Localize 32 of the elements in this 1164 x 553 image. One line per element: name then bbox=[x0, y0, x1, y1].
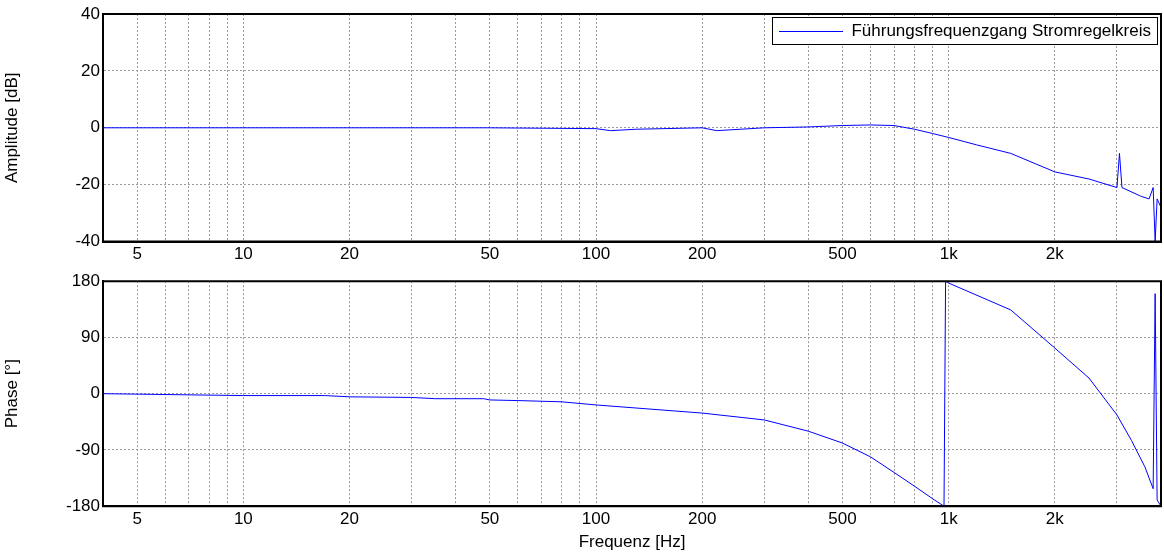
y-tick-label: 180 bbox=[71, 270, 100, 290]
y-tick-label: -40 bbox=[75, 231, 100, 251]
x-tick-label: 50 bbox=[480, 509, 500, 529]
x-tick-label: 200 bbox=[687, 509, 717, 529]
y-tick-label: -180 bbox=[65, 495, 100, 515]
y-tick-label: -20 bbox=[75, 174, 100, 194]
legend-label: Führungsfrequenzgang Stromregelkreis bbox=[851, 21, 1151, 41]
x-tick-label: 100 bbox=[581, 509, 611, 529]
x-tick-label: 1k bbox=[939, 244, 959, 264]
x-tick-label: 10 bbox=[233, 244, 253, 264]
x-tick-label: 1k bbox=[939, 509, 959, 529]
y-tick-label: 20 bbox=[81, 60, 100, 80]
x-tick-label: 10 bbox=[233, 509, 253, 529]
y-tick-label: 90 bbox=[81, 327, 100, 347]
x-tick-label: 20 bbox=[340, 509, 359, 529]
x-tick-label: 50 bbox=[480, 244, 500, 264]
x-tick-label: 500 bbox=[828, 244, 857, 264]
x-tick-label: 5 bbox=[132, 244, 142, 264]
y-axis-title: Amplitude [dB] bbox=[1, 72, 21, 184]
y-tick-label: -90 bbox=[75, 439, 100, 459]
x-tick-label: 2k bbox=[1045, 244, 1065, 264]
y-tick-label: 0 bbox=[90, 117, 100, 137]
x-axis-title: Frequenz [Hz] bbox=[578, 532, 686, 552]
x-tick-label: 5 bbox=[132, 509, 142, 529]
y-axis-title: Phase [°] bbox=[1, 359, 21, 429]
x-tick-label: 2k bbox=[1045, 509, 1065, 529]
x-tick-label: 100 bbox=[581, 244, 611, 264]
x-tick-label: 500 bbox=[828, 509, 857, 529]
x-tick-label: 20 bbox=[340, 244, 359, 264]
y-tick-label: 40 bbox=[81, 3, 100, 23]
x-tick-label: 200 bbox=[687, 244, 717, 264]
y-tick-label: 0 bbox=[90, 383, 100, 403]
